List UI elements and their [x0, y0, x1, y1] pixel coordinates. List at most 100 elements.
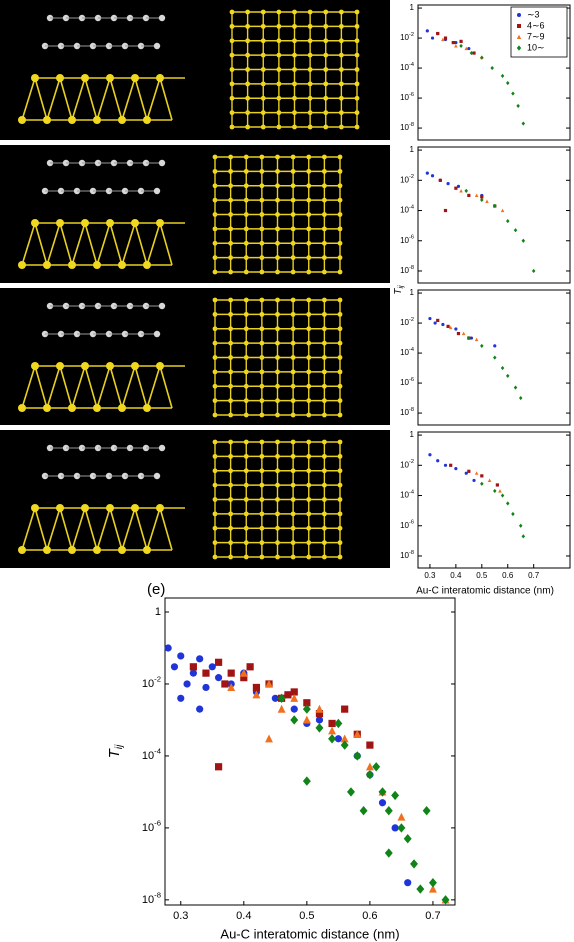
point — [315, 723, 324, 733]
point — [378, 799, 387, 807]
point — [353, 729, 362, 738]
x-axis-label: Au-C interatomic distance (nm) — [220, 926, 399, 941]
point — [459, 188, 463, 193]
au-atom — [275, 355, 280, 360]
point — [480, 481, 484, 486]
point — [513, 228, 518, 233]
tick-label-base: 10 — [142, 894, 154, 906]
au-atom — [292, 67, 297, 72]
au-atom — [321, 297, 327, 303]
au-atom — [275, 212, 280, 217]
au-atom — [337, 154, 343, 160]
point — [505, 219, 510, 224]
au-atom — [276, 9, 282, 15]
tick-label: 10-2 — [400, 175, 414, 185]
au-atom — [229, 9, 235, 15]
au-atom — [323, 23, 329, 29]
au-bond — [71, 77, 86, 121]
au-bond — [34, 507, 48, 551]
au-atom — [290, 311, 296, 317]
point — [438, 178, 442, 182]
tick-label-base: 10 — [400, 551, 409, 560]
point — [366, 741, 374, 749]
au-bond — [121, 365, 136, 409]
au-bond — [71, 222, 86, 266]
au-atom — [275, 482, 280, 488]
point — [454, 467, 458, 471]
au-atom — [306, 326, 312, 332]
au-atom — [338, 110, 344, 116]
au-atom — [337, 497, 343, 502]
point — [505, 501, 510, 506]
point — [252, 690, 261, 699]
au-atom — [259, 154, 265, 160]
point — [531, 268, 536, 274]
au-atom — [106, 362, 114, 370]
au-bond — [46, 507, 61, 551]
au-atom — [337, 482, 343, 488]
au-bond — [84, 365, 98, 409]
au-atom — [290, 226, 296, 232]
au-atom — [337, 297, 343, 303]
point — [459, 39, 463, 43]
au-atom — [43, 546, 51, 554]
au-atom — [290, 183, 296, 189]
au-atom — [323, 81, 329, 87]
point — [384, 806, 393, 816]
legend-marker — [516, 34, 522, 39]
point — [302, 715, 311, 724]
tick-label-exponent: -4 — [409, 205, 414, 211]
point — [359, 806, 368, 816]
carbon-atom — [153, 42, 161, 50]
point — [340, 734, 349, 743]
point — [516, 103, 520, 108]
au-atom — [118, 116, 126, 124]
au-atom — [259, 183, 265, 189]
tick-label-base: 10 — [400, 93, 409, 102]
au-atom — [354, 95, 360, 101]
point — [493, 355, 497, 360]
legend-label: ∼3 — [527, 9, 540, 19]
au-atom — [337, 183, 343, 189]
point — [505, 373, 510, 378]
point — [443, 463, 448, 467]
point — [290, 715, 299, 725]
structure-panel — [0, 288, 390, 425]
au-bond — [34, 222, 48, 266]
au-atom — [56, 504, 64, 512]
au-atom — [354, 110, 360, 116]
au-bond — [46, 77, 61, 121]
legend-marker — [517, 24, 521, 28]
au-bond — [46, 365, 61, 409]
tick-label-base: 10 — [142, 822, 154, 834]
au-atom — [228, 297, 234, 303]
au-atom — [306, 168, 312, 174]
au-bond — [159, 365, 173, 409]
au-atom — [321, 525, 327, 531]
au-atom — [306, 453, 312, 459]
tick-label: 10-4 — [400, 347, 414, 357]
au-atom — [259, 453, 265, 459]
au-atom — [290, 197, 296, 203]
point — [474, 193, 479, 198]
point — [480, 343, 484, 348]
au-atom — [259, 326, 265, 332]
tick-label-exponent: -4 — [154, 747, 162, 756]
point — [334, 718, 343, 729]
au-bond — [21, 77, 36, 121]
legend-label: 10∼ — [527, 42, 545, 52]
point — [500, 493, 505, 498]
au-atom — [275, 311, 280, 317]
point — [500, 208, 505, 213]
point — [443, 36, 448, 40]
point — [474, 471, 479, 475]
tick-label-exponent: -8 — [409, 265, 414, 271]
panel-label: (a) — [4, 2, 21, 18]
au-bond — [84, 222, 98, 266]
point — [518, 523, 523, 528]
au-atom — [56, 362, 64, 370]
legend-marker — [517, 13, 521, 17]
au-atom — [276, 23, 282, 29]
au-atom — [337, 398, 343, 404]
